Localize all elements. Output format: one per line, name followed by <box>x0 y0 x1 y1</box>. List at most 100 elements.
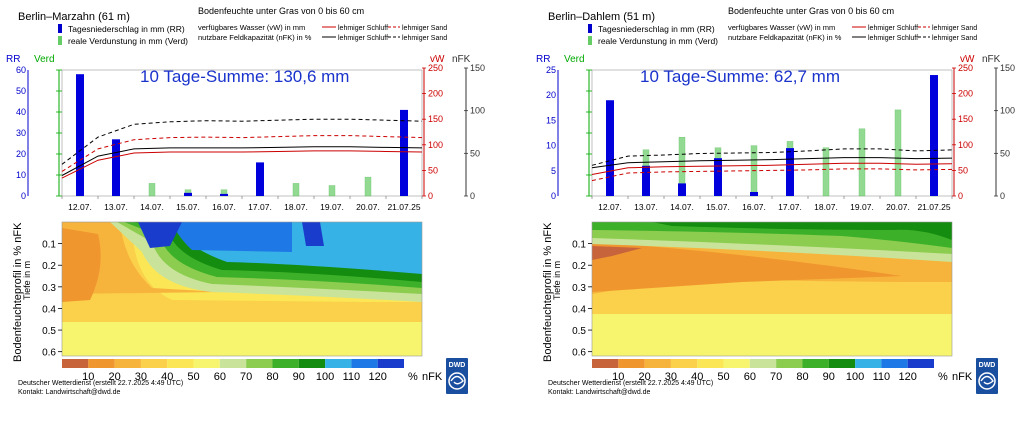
legend-evap-label: reale Verdunstung in mm (Verd) <box>598 36 718 46</box>
colorbar-swatch <box>193 359 220 368</box>
rr-tick-label: 50 <box>16 86 26 96</box>
colorbar-tick-label: 120 <box>899 371 917 383</box>
vw-tick-label: 200 <box>958 89 973 99</box>
colorbar-tick-label: 110 <box>873 371 891 383</box>
precip-bar <box>714 158 722 196</box>
colorbar-swatch <box>855 359 882 368</box>
nfk-axis-label: nFK <box>452 54 471 65</box>
legend-precip-swatch <box>58 24 62 33</box>
vw-tick-label: 50 <box>958 165 968 175</box>
depth-tick-label: 0.3 <box>572 283 586 294</box>
chart-panel-1: Berlin–Marzahn (61 m) Bodenfeuchte unter … <box>6 6 485 396</box>
day-label: 19.07. <box>320 202 344 212</box>
vw-line-schluff-dashed <box>61 118 423 165</box>
colorbar-tick-label: 60 <box>214 371 226 383</box>
nfk-tick-label: 0 <box>470 191 475 201</box>
depth-tick-label: 0.6 <box>572 348 586 359</box>
colorbar-tick-label: 80 <box>266 371 278 383</box>
rr-axis-label: RR <box>536 54 550 65</box>
footer-credit: Deutscher Wetterdienst (erstellt 22.7.20… <box>18 380 183 387</box>
rr-axis-label: RR <box>6 54 20 65</box>
dwd-logo-swirl <box>980 375 994 385</box>
chart-panel-2: Berlin–Dahlem (51 m) Bodenfeuchte unter G… <box>536 6 1015 396</box>
station-title: Berlin–Marzahn (61 m) <box>18 11 130 23</box>
soil-profile-plot <box>61 221 423 357</box>
dwd-logo-text: DWD <box>449 362 466 369</box>
colorbar-swatch <box>749 359 777 368</box>
colorbar-swatch <box>219 359 247 368</box>
colorbar-tick-label: 60 <box>744 371 756 383</box>
colorbar-swatch <box>62 359 89 368</box>
profile-ylabel-outer: Bodenfeuchteprofil in % nFK <box>542 222 554 362</box>
vw-line-sand-solid <box>591 162 953 175</box>
evap-bar <box>822 147 830 197</box>
colorbar-tick-label: 90 <box>293 371 305 383</box>
vw-tick-label: 250 <box>428 63 443 73</box>
colorbar-tick-label: 10 <box>612 371 624 383</box>
evap-bar <box>364 176 372 197</box>
nfk-tick-label: 100 <box>1000 106 1015 116</box>
day-label: 12.07. <box>68 202 92 212</box>
colorbar-tick-label: 100 <box>316 371 334 383</box>
colorbar-swatch <box>592 359 619 368</box>
colorbar-unit: % <box>408 371 418 383</box>
legend-nfk-label: nutzbare Feldkapazität (nFK) in % <box>198 33 312 42</box>
legend-nfk-label: nutzbare Feldkapazität (nFK) in % <box>728 33 842 42</box>
dwd-logo-ring <box>448 372 466 390</box>
profile-ylabel-outer: Bodenfeuchteprofil in % nFK <box>12 222 24 362</box>
vw-line-schluff-dashed <box>591 148 953 166</box>
depth-tick-label: 0.1 <box>572 240 586 251</box>
dwd-logo-text: DWD <box>979 362 996 369</box>
colorbar-tick-label: 20 <box>638 371 650 383</box>
colorbar-tick-label: 50 <box>717 371 729 383</box>
day-label: 18.07. <box>814 202 838 212</box>
precip-bar <box>750 191 758 196</box>
colorbar-swatch <box>325 359 352 368</box>
evap-bar <box>148 183 156 197</box>
rr-tick-label: 0 <box>21 191 26 201</box>
vw-axis-label: vW <box>430 54 445 65</box>
vw-axis-label: vW <box>960 54 975 65</box>
day-label: 13.07. <box>634 202 658 212</box>
legend-schluff-label: lehmiger Schluff <box>338 25 388 32</box>
profile-band <box>146 222 292 252</box>
colorbar-swatch <box>246 359 273 368</box>
evap-bar <box>894 109 902 197</box>
evap-bar <box>292 183 300 197</box>
vw-tick-label: 150 <box>428 114 443 124</box>
nfk-tick-label: 150 <box>1000 63 1015 73</box>
vw-tick-label: 50 <box>428 165 438 175</box>
legend-vw-label: verfügbares Wasser (vW) in mm <box>728 23 835 32</box>
vw-line-sand-solid <box>61 150 423 179</box>
profile-fill <box>62 222 422 356</box>
colorbar-swatch <box>881 359 908 368</box>
day-label: 18.07. <box>284 202 308 212</box>
vw-tick-label: 150 <box>958 114 973 124</box>
profile-band <box>592 312 952 356</box>
legend-evap-swatch <box>588 36 592 45</box>
nfk-tick-label: 0 <box>1000 191 1005 201</box>
profile-band <box>62 320 422 356</box>
precip-bar <box>184 192 192 196</box>
soil-profile-plot <box>591 221 953 357</box>
depth-tick-label: 0.4 <box>42 304 56 315</box>
colorbar-swatch <box>167 359 194 368</box>
colorbar-tick-label: 30 <box>135 371 147 383</box>
nfk-tick-label: 50 <box>1000 148 1010 158</box>
dwd-logo-ring <box>978 372 996 390</box>
footer-credit: Deutscher Wetterdienst (erstellt 22.7.20… <box>548 380 713 387</box>
colorbar-tick-label: 120 <box>369 371 387 383</box>
precip-bar <box>400 109 408 196</box>
legend-evap-swatch <box>58 36 62 45</box>
colorbar-tick-label: 20 <box>108 371 120 383</box>
nfk-tick-label: 50 <box>470 148 480 158</box>
colorbar-swatch <box>88 359 115 368</box>
colorbar-swatch <box>802 359 829 368</box>
colorbar-swatch <box>776 359 803 368</box>
depth-tick-label: 0.4 <box>572 304 586 315</box>
dwd-logo: DWD <box>446 358 468 394</box>
legend-sand-label: lehmiger Sand <box>402 25 447 32</box>
colorbar-unit: % <box>938 371 948 383</box>
profile-band <box>652 222 952 240</box>
colorbar-unit2: nFK <box>952 371 973 383</box>
